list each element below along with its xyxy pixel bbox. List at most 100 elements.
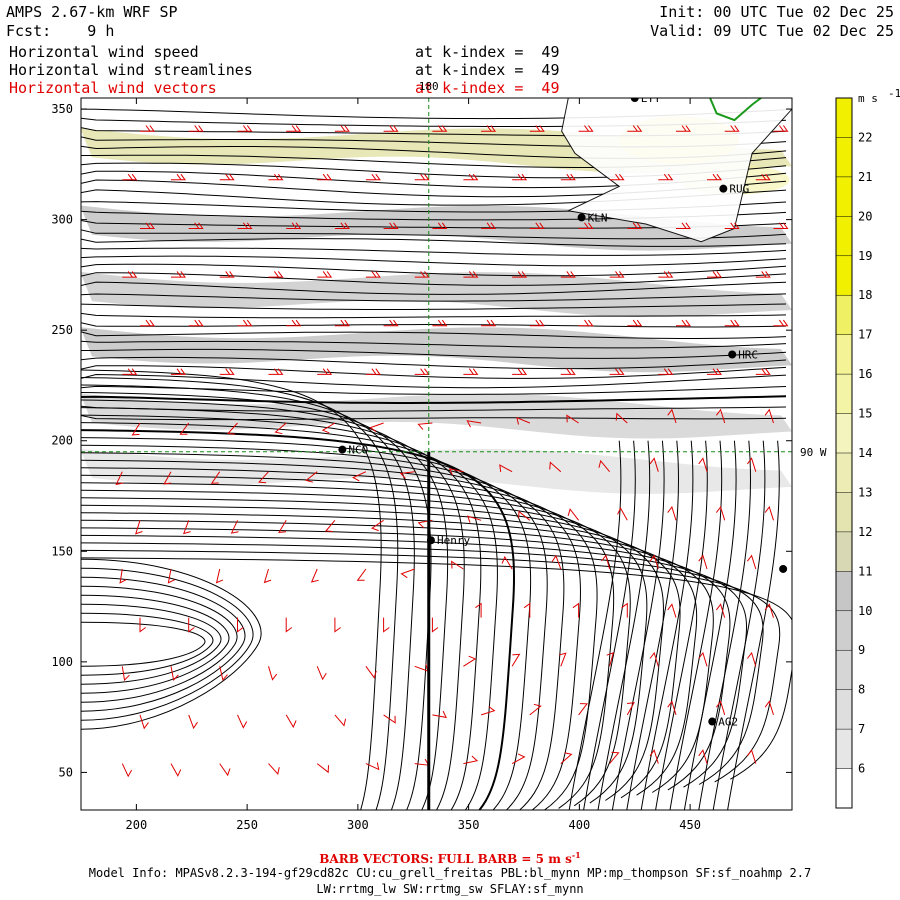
wind-barb: [598, 459, 610, 473]
wind-barb: [369, 422, 384, 433]
wind-barb: [371, 519, 384, 532]
colorbar-units: m s: [858, 92, 878, 105]
wind-barb: [724, 319, 740, 327]
wind-barb: [140, 125, 155, 132]
wind-barb: [481, 319, 497, 327]
colorbar-swatch: [836, 610, 852, 651]
wind-barb: [417, 422, 433, 430]
colorbar-units-exponent: -1: [888, 87, 900, 100]
wind-barb: [773, 319, 789, 327]
colorbar-swatch: [836, 571, 852, 612]
wind-barb: [324, 519, 336, 532]
colorbar-swatch: [836, 729, 852, 769]
wind-barb: [210, 471, 221, 484]
wind-barb: [529, 703, 542, 716]
wind-barb: [286, 125, 302, 132]
y-tick-label: 350: [51, 102, 73, 116]
wind-barb: [414, 271, 430, 278]
colorbar-label: 21: [858, 170, 872, 184]
station-marker: [338, 445, 347, 454]
wind-barb: [310, 568, 319, 583]
plot-area: LYT RUG KLN HRC NCO Henry AG2: [81, 98, 792, 810]
wind-barb: [518, 510, 531, 521]
colorbar-swatch: [836, 650, 852, 691]
wind-barb: [572, 602, 580, 618]
wind-barb: [188, 319, 204, 327]
colorbar-label: 9: [858, 643, 865, 657]
streamline: [81, 405, 787, 412]
wind-barb: [621, 602, 628, 618]
wind-barb: [365, 368, 381, 375]
streamline: [81, 558, 262, 730]
station-marker: [426, 536, 435, 545]
wind-barb: [171, 271, 186, 278]
wind-barb: [676, 319, 691, 327]
colorbar-label: 14: [858, 446, 872, 460]
station-label: NCO: [348, 444, 368, 457]
streamline: [81, 512, 698, 796]
streamline: [81, 549, 781, 783]
wind-barb: [171, 173, 186, 181]
streamline: [81, 429, 516, 810]
wind-barb: [140, 222, 155, 229]
meridian-180-label: 180: [419, 80, 439, 93]
wind-barb: [182, 520, 191, 535]
streamline: [81, 567, 254, 721]
colorbar-swatch: [836, 255, 852, 296]
streamline: [81, 474, 615, 809]
streamline: [81, 340, 787, 349]
wind-barb: [560, 173, 576, 181]
wind-barb: [512, 368, 528, 375]
colorbar-label: 18: [858, 288, 872, 302]
wind-barb: [627, 319, 643, 327]
wind-barb: [463, 271, 479, 278]
wind-barb: [549, 461, 562, 473]
wind-barb: [649, 651, 659, 667]
model-info-line-1: Model Info: MPASv8.2.3-194-gf29cd82c CU:…: [88, 866, 812, 880]
wind-barb: [219, 763, 231, 777]
streamline: [81, 263, 787, 277]
wind-barb: [747, 554, 757, 570]
wind-barb: [431, 617, 439, 633]
wind-barb: [609, 751, 620, 764]
colorbar-swatch: [836, 98, 852, 138]
wind-barb: [163, 471, 172, 485]
wind-barb: [649, 457, 659, 472]
wind-barb: [383, 319, 399, 327]
wind-barb: [512, 173, 528, 181]
streamline: [81, 392, 432, 810]
wind-barb: [219, 368, 235, 375]
wind-barb: [747, 749, 757, 764]
wind-barb: [317, 368, 333, 375]
wind-barb: [764, 505, 774, 521]
wind-barb: [578, 125, 594, 132]
streamline: [626, 440, 680, 810]
wind-barb: [755, 271, 771, 278]
wind-barb: [755, 368, 771, 375]
streamline: [81, 497, 664, 801]
wind-barb: [606, 651, 615, 667]
wind-barb: [432, 710, 447, 719]
x-tick-label: 450: [679, 818, 701, 832]
streamline: [81, 482, 631, 807]
wind-barb: [626, 702, 635, 716]
wind-barb: [451, 560, 464, 570]
streamline: [597, 440, 651, 810]
wind-barb: [715, 700, 726, 716]
streamline: [81, 348, 787, 359]
colorbar-label: 22: [858, 130, 872, 144]
wind-barb: [316, 763, 329, 774]
streamline: [81, 621, 206, 667]
streamline: [655, 440, 708, 810]
streamline: [81, 373, 787, 389]
wind-barb: [170, 763, 182, 777]
station-label: HRC: [738, 348, 758, 361]
station-label: Henry: [437, 534, 470, 547]
streamline: [81, 612, 214, 676]
wind-barb: [188, 222, 204, 229]
wind-barb: [274, 422, 287, 435]
wind-barb: [764, 408, 774, 424]
streamline: [81, 415, 787, 421]
wind-barb: [219, 173, 235, 181]
wind-barb: [334, 222, 350, 229]
